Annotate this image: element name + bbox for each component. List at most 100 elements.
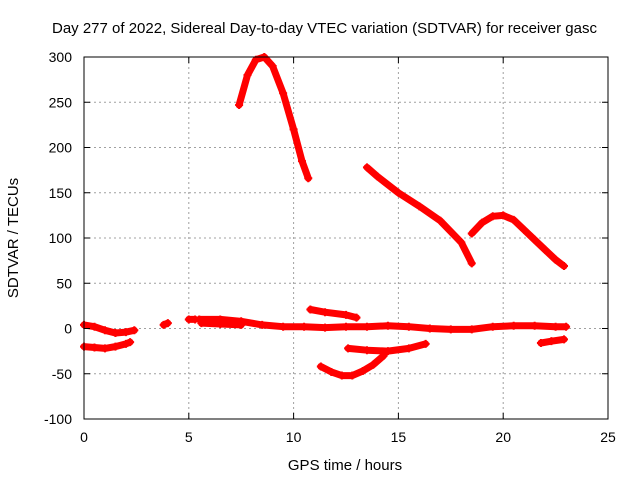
data-point <box>383 347 392 356</box>
data-point <box>337 371 346 380</box>
data-point <box>373 172 382 181</box>
series-line <box>468 211 568 270</box>
data-point <box>509 321 518 330</box>
data-point <box>530 321 539 330</box>
data-point <box>289 125 298 134</box>
data-point <box>111 329 120 338</box>
data-point <box>327 367 336 376</box>
data-point <box>321 308 330 317</box>
data-point <box>541 245 550 254</box>
data-point <box>457 238 466 247</box>
data-point <box>344 344 353 353</box>
x-tick-label: 0 <box>80 429 88 445</box>
x-tick-label: 20 <box>495 429 511 445</box>
data-point <box>358 367 367 376</box>
data-point <box>488 212 497 221</box>
data-point <box>415 202 424 211</box>
data-point <box>362 346 371 355</box>
data-point <box>530 235 539 244</box>
y-tick-label: 50 <box>56 275 72 291</box>
data-point <box>369 360 378 369</box>
data-point <box>509 215 518 224</box>
data-point <box>321 323 330 332</box>
data-point <box>467 325 476 334</box>
series-arc-7 <box>235 53 313 183</box>
series-line <box>306 306 360 322</box>
data-point <box>216 319 225 328</box>
data-point <box>90 322 99 331</box>
x-tick-label: 15 <box>391 429 407 445</box>
data-point <box>126 338 135 347</box>
data-point <box>342 310 350 319</box>
data-point <box>383 321 392 330</box>
data-point <box>306 305 315 314</box>
y-tick-label: -50 <box>52 366 72 382</box>
series-arc-13 <box>536 335 568 347</box>
data-point <box>499 211 508 220</box>
data-point <box>304 174 313 183</box>
data-point <box>342 322 350 331</box>
data-point <box>348 371 357 380</box>
data-point <box>536 338 545 347</box>
data-point <box>404 344 413 353</box>
y-tick-label: 300 <box>49 49 73 65</box>
data-point <box>243 71 252 80</box>
series-arc-10 <box>344 339 430 356</box>
x-tick-label: 5 <box>185 429 193 445</box>
data-point <box>446 325 455 334</box>
data-point <box>258 320 267 329</box>
series-line <box>363 163 476 267</box>
chart-title: Day 277 of 2022, Sidereal Day-to-day VTE… <box>52 20 597 37</box>
series-arc-4 <box>184 315 200 324</box>
data-point <box>478 218 487 227</box>
series-arc-3 <box>159 319 172 329</box>
x-tick-label: 10 <box>286 429 302 445</box>
data-point <box>237 320 246 329</box>
data-point <box>362 322 371 331</box>
data-point <box>100 326 109 335</box>
y-tick-label: 150 <box>49 185 73 201</box>
data-point <box>297 157 306 166</box>
data-point <box>121 328 130 337</box>
data-point <box>100 344 109 353</box>
data-point <box>421 339 430 348</box>
series-arc-5 <box>195 315 571 334</box>
data-point <box>559 335 568 344</box>
data-point <box>90 343 99 352</box>
y-tick-label: -100 <box>44 411 72 427</box>
data-point <box>159 320 168 329</box>
y-tick-label: 200 <box>49 140 73 156</box>
data-point <box>425 324 434 333</box>
data-point <box>559 262 568 271</box>
data-point <box>551 322 560 331</box>
data-point <box>197 319 206 328</box>
y-tick-label: 250 <box>49 94 73 110</box>
data-point <box>562 322 571 331</box>
series-arc-9 <box>316 351 388 380</box>
y-axis-label: SDTVAR / TECUs <box>5 178 22 298</box>
data-point <box>551 255 560 264</box>
data-point <box>394 188 403 197</box>
data-point <box>488 322 497 331</box>
y-tick-label: 100 <box>49 230 73 246</box>
data-point <box>235 100 244 109</box>
series-arc-2 <box>80 338 135 353</box>
data-point <box>436 216 445 225</box>
data-point <box>362 163 371 172</box>
data-point <box>130 326 139 335</box>
axis-ticks: 0 5 10 15 20 25 -100 -50 0 50 100 150 200 250 300 <box>44 49 616 445</box>
data-point <box>352 313 361 322</box>
series-arc-6 <box>197 319 246 329</box>
series-line <box>344 340 430 355</box>
data-point <box>279 322 288 331</box>
series-line <box>195 315 570 333</box>
x-axis-label: GPS time / hours <box>288 457 402 474</box>
data-point <box>467 229 476 238</box>
data-point <box>268 62 277 71</box>
y-tick-label: 0 <box>64 321 72 337</box>
x-tick-label: 25 <box>600 429 616 445</box>
data-point <box>467 259 476 268</box>
series-arc-11 <box>362 163 476 268</box>
data-point <box>316 362 325 371</box>
